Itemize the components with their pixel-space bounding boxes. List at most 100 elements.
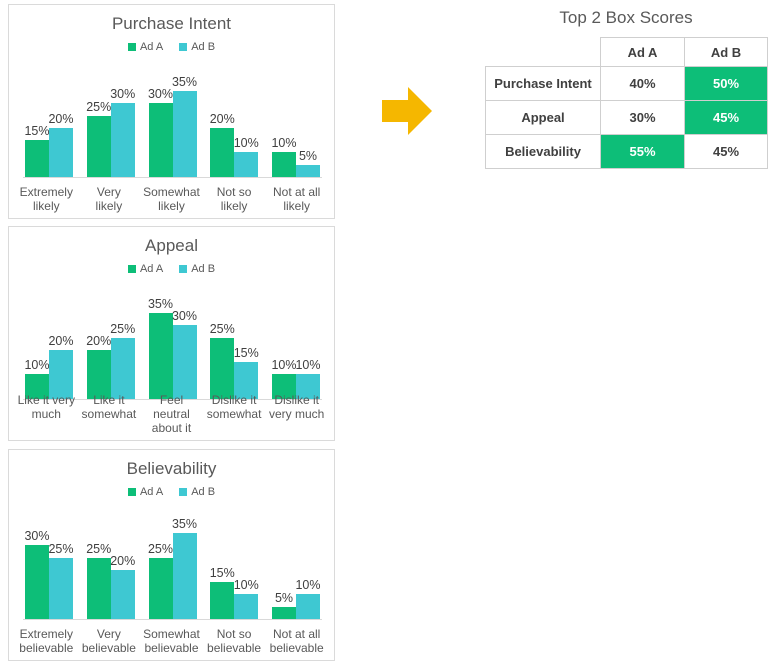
data-label: 10% (233, 136, 259, 150)
chart-legend: Ad A Ad B (9, 486, 334, 498)
bar-column: 25% (48, 542, 74, 619)
bar-ad-b (110, 103, 135, 177)
chart-legend: Ad A Ad B (9, 263, 334, 275)
data-label: 20% (48, 112, 74, 126)
data-label: 35% (171, 517, 198, 531)
bar-column: 10% (24, 358, 50, 399)
chart-panel-appeal: Appeal Ad A Ad B 10% 20% 20% 25% 35% 30% 25% 15… (8, 226, 335, 441)
bar-ad-a (86, 558, 111, 619)
legend-swatch-ad-a-icon (127, 488, 136, 496)
plot-area: 30% 25% 25% 20% 25% 35% 15% 10% 5% 10% (23, 507, 322, 620)
chart-title: Purchase Intent (111, 14, 232, 33)
table-cell-believability-ad-b: 45% (684, 134, 768, 169)
table-cell-appeal-ad-b: 45% (684, 100, 768, 135)
bar-ad-a (272, 152, 296, 177)
data-label: 35% (171, 75, 198, 89)
bar-group: 30% 25% (24, 529, 74, 619)
data-label: 10% (233, 578, 259, 592)
bar-group: 25% 15% (209, 322, 259, 399)
data-label: 25% (147, 542, 174, 556)
plot-area: 10% 20% 20% 25% 35% 30% 25% 15% 10% 10% (23, 287, 322, 400)
legend-swatch-ad-a-icon (127, 43, 136, 51)
legend-item-ad-b: Ad B (179, 263, 215, 275)
table-corner-cell (485, 37, 601, 67)
data-label: 25% (209, 322, 235, 336)
bar-column: 15% (233, 346, 259, 399)
chart-panel-believability: Believability Ad A Ad B 30% 25% 25% 20% 25% 3… (8, 449, 335, 661)
category-label: Not so believable (207, 626, 262, 655)
bar-ad-a (210, 582, 235, 619)
bar-ad-b (234, 152, 259, 177)
chart-title: Appeal (145, 236, 198, 255)
bar-column: 20% (209, 112, 235, 177)
category-axis: Extremely likely Very likely Somewhat likely N… (15, 185, 328, 213)
bar-ad-a (86, 116, 111, 177)
table-cell-purchase-intent-ad-a: 40% (600, 66, 685, 101)
data-label: 5% (298, 149, 318, 163)
bar-ad-a (148, 313, 173, 399)
bar-ad-b (296, 165, 320, 177)
bar-column: 15% (24, 124, 50, 177)
bar-ad-b (49, 558, 73, 619)
data-label: 30% (110, 87, 136, 101)
data-label: 20% (48, 334, 74, 348)
legend-label-ad-b: Ad B (191, 263, 216, 275)
category-label: Not at all likely (272, 184, 321, 213)
bar-ad-b (296, 374, 320, 399)
bar-ad-b (234, 594, 259, 619)
bar-column: 25% (147, 542, 174, 619)
bar-column: 5% (272, 591, 296, 619)
bar-column: 25% (209, 322, 235, 399)
data-label: 25% (86, 100, 112, 114)
table-row-label-believability: Believability (485, 134, 601, 169)
category-label: Extremely likely (19, 184, 73, 213)
data-label: 25% (48, 542, 74, 556)
table-row-label-purchase-intent: Purchase Intent (485, 66, 601, 101)
bar-column: 35% (171, 75, 198, 177)
table-cell-appeal-ad-a: 30% (600, 100, 685, 135)
bar-column: 30% (148, 87, 173, 177)
bar-group: 5% 10% (272, 578, 321, 619)
legend-label-ad-a: Ad A (139, 486, 164, 498)
bar-group: 20% 25% (86, 322, 135, 399)
bar-ad-b (110, 338, 135, 399)
bar-column: 30% (24, 529, 50, 619)
data-label: 20% (209, 112, 235, 126)
bar-ad-a (86, 350, 111, 399)
bar-ad-b (49, 350, 73, 399)
table-header-ad-a: Ad A (600, 37, 685, 67)
data-label: 30% (24, 529, 50, 543)
bar-ad-a (210, 338, 235, 399)
bar-ad-b (296, 594, 320, 619)
category-label: Very believable (81, 626, 136, 655)
bar-column: 35% (171, 517, 198, 619)
bar-column: 35% (147, 297, 174, 399)
bar-column: 10% (271, 136, 297, 177)
bar-column: 10% (295, 358, 321, 399)
data-label: 15% (209, 566, 235, 580)
bar-group: 25% 30% (86, 87, 136, 177)
legend-label-ad-a: Ad A (139, 263, 164, 275)
bar-ad-a (25, 545, 49, 619)
table-cell-believability-ad-a: 55% (600, 134, 685, 169)
data-label: 10% (295, 358, 321, 372)
category-label: Extremely believable (19, 626, 74, 655)
bar-column: 10% (233, 578, 259, 619)
table-title: Top 2 Box Scores (559, 8, 693, 27)
bar-ad-b (172, 91, 197, 177)
bar-ad-b (49, 128, 73, 177)
data-label: 15% (233, 346, 259, 360)
top-2-box-section: Top 2 Box Scores Ad A Ad B Purchase Inte… (485, 8, 768, 169)
bar-column: 25% (86, 542, 111, 619)
bar-column: 20% (48, 334, 74, 399)
bar-column: 20% (48, 112, 74, 177)
bar-column: 20% (110, 554, 136, 619)
legend-item-ad-b: Ad B (179, 486, 215, 498)
category-label: Somewhat believable (143, 626, 200, 655)
bar-group: 10% 5% (271, 136, 320, 177)
bar-ad-a (272, 607, 296, 619)
data-label: 20% (110, 554, 136, 568)
bar-group: 10% 20% (24, 334, 74, 399)
data-label: 35% (147, 297, 174, 311)
bar-column: 20% (86, 334, 111, 399)
